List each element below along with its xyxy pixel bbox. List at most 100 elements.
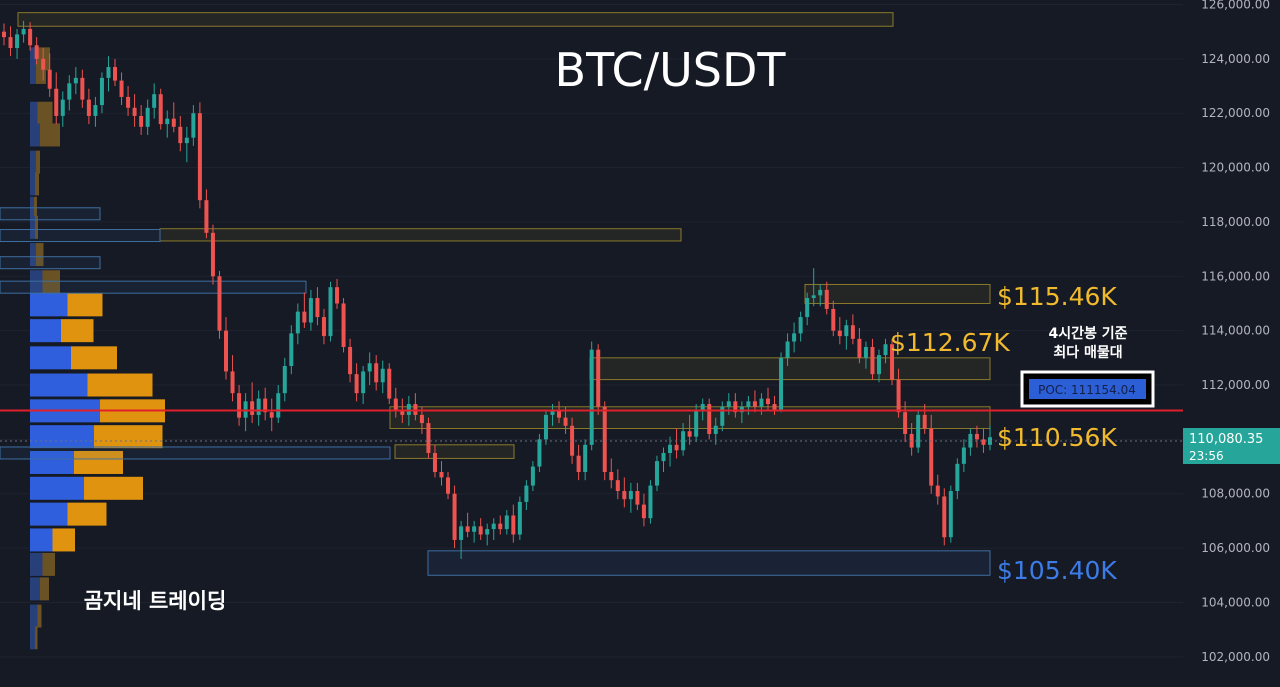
candle-body xyxy=(687,431,692,437)
annotation-line-2: 최다 매물대 xyxy=(1053,345,1122,361)
profile-buy-bar xyxy=(30,196,34,220)
candle-body xyxy=(622,491,627,500)
candle-body xyxy=(733,401,738,413)
price-zone xyxy=(394,444,515,459)
candle-body xyxy=(961,447,966,464)
profile-buy-bar xyxy=(30,476,84,500)
candle-body xyxy=(798,317,803,334)
profile-sell-bar xyxy=(42,270,60,294)
y-tick-label: 102,000.00 xyxy=(1201,650,1270,664)
support-range xyxy=(0,256,101,270)
profile-buy-bar xyxy=(30,502,68,526)
profile-sell-bar xyxy=(35,626,38,650)
candle-body xyxy=(550,409,555,415)
profile-sell-bar xyxy=(74,450,123,474)
profile-sell-bar xyxy=(40,123,60,147)
candle-body xyxy=(824,289,829,309)
candle-body xyxy=(446,477,451,494)
candle-body xyxy=(596,349,601,407)
profile-buy-bar xyxy=(30,626,35,650)
candle-body xyxy=(393,398,398,410)
candle-body xyxy=(668,444,673,453)
candle-body xyxy=(922,414,927,429)
profile-buy-bar xyxy=(30,215,35,239)
candle-body xyxy=(485,529,490,535)
candle-body xyxy=(158,94,163,125)
candle-body xyxy=(419,414,424,424)
profile-sell-bar xyxy=(37,101,53,125)
profile-buy-bar xyxy=(30,123,40,147)
profile-buy-bar xyxy=(30,552,43,576)
candle-body xyxy=(635,491,640,505)
y-tick-label: 104,000.00 xyxy=(1201,595,1270,609)
profile-buy-bar xyxy=(30,450,74,474)
candle-body xyxy=(785,341,790,358)
candlestick-series xyxy=(2,20,992,559)
candle-body xyxy=(197,113,202,201)
candle-body xyxy=(315,298,320,318)
candle-body xyxy=(321,317,326,337)
candle-body xyxy=(73,77,78,84)
candle-body xyxy=(792,333,797,342)
y-tick-label: 112,000.00 xyxy=(1201,378,1270,392)
candle-body xyxy=(890,344,895,380)
profile-buy-bar xyxy=(30,270,43,294)
candle-body xyxy=(465,526,470,532)
candle-body xyxy=(681,431,686,451)
candle-body xyxy=(67,83,72,100)
candle-body xyxy=(726,401,731,407)
profile-sell-bar xyxy=(36,150,40,174)
poc-label-bg xyxy=(1029,379,1146,399)
candle-body xyxy=(452,493,457,540)
candle-body xyxy=(857,338,862,358)
profile-sell-bar xyxy=(35,215,38,239)
candle-body xyxy=(126,96,131,108)
candle-body xyxy=(184,137,189,144)
y-tick-label: 108,000.00 xyxy=(1201,487,1270,501)
last-price-value: 110,080.35 xyxy=(1189,432,1263,447)
chart-title: BTC/USDT xyxy=(555,43,787,97)
candle-body xyxy=(302,311,307,323)
candle-body xyxy=(615,480,620,492)
candle-body xyxy=(367,363,372,372)
candle-body xyxy=(86,99,91,116)
candle-body xyxy=(916,414,921,448)
profile-buy-bar xyxy=(30,172,35,196)
candle-body xyxy=(713,425,718,434)
candle-body xyxy=(243,401,248,418)
candle-body xyxy=(374,363,379,383)
candle-body xyxy=(876,355,881,375)
candle-body xyxy=(210,232,215,277)
poc-label: POC: 111154.04 xyxy=(1038,383,1136,397)
candle-body xyxy=(191,113,196,138)
candle-body xyxy=(576,455,581,472)
profile-buy-bar xyxy=(30,293,68,317)
candle-body xyxy=(113,67,118,81)
candle-body xyxy=(276,393,281,418)
profile-buy-bar xyxy=(30,243,36,267)
candle-body xyxy=(380,368,385,383)
profile-sell-bar xyxy=(34,196,37,220)
candle-body xyxy=(406,404,411,415)
candle-body xyxy=(896,379,901,413)
candle-body xyxy=(93,105,98,116)
candle-body xyxy=(308,298,313,323)
profile-sell-bar xyxy=(84,476,143,500)
profile-buy-bar xyxy=(30,47,38,71)
axis-background xyxy=(1183,0,1280,683)
y-tick-label: 124,000.00 xyxy=(1201,52,1270,66)
candle-body xyxy=(524,485,529,502)
candle-body xyxy=(570,425,575,456)
support-range xyxy=(0,229,161,243)
profile-sell-bar xyxy=(71,346,117,370)
price-zone xyxy=(17,12,894,27)
candle-body xyxy=(602,406,607,472)
candle-body xyxy=(589,349,594,445)
candle-body xyxy=(654,461,659,486)
y-tick-label: 126,000.00 xyxy=(1201,0,1270,12)
candle-body xyxy=(250,401,255,415)
profile-buy-bar xyxy=(30,346,71,370)
y-tick-label: 122,000.00 xyxy=(1201,106,1270,120)
